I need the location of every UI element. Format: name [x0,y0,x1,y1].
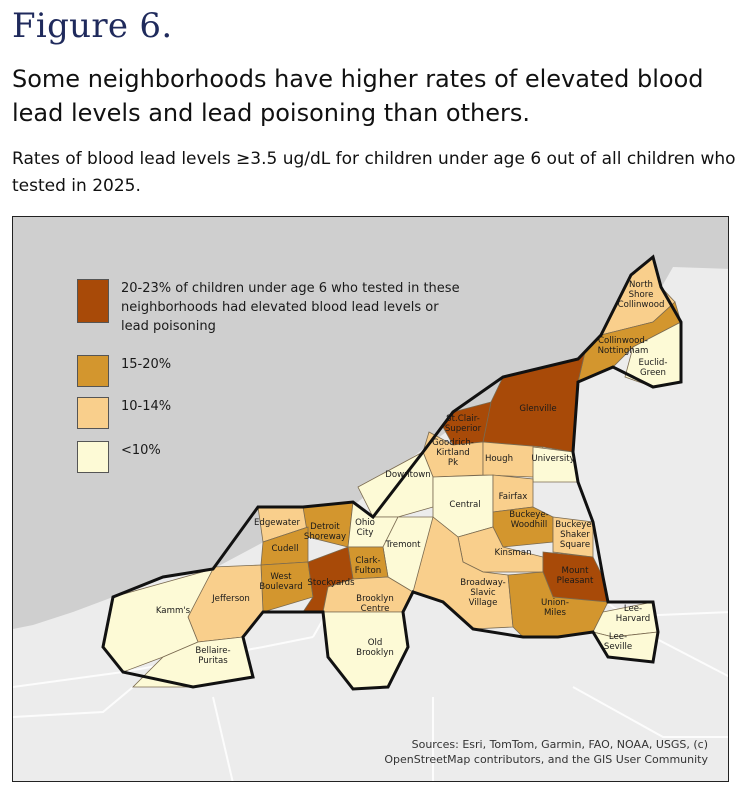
label-lee-harvard: Lee-Harvard [616,604,650,624]
label-buckeye-woodhill: Buckeye-Woodhill [509,510,549,530]
label-euclid-green: Euclid-Green [639,358,668,378]
label-downtown: Downtown [385,470,430,480]
label-brooklyn-centre: Brooklyn Centre [356,594,394,614]
legend-swatch-mid [77,397,109,429]
label-buckeye-shaker: Buckeye-Shaker Square [555,520,595,550]
legend-item-high: 20-23% of children under age 6 who teste… [77,279,461,336]
legend-swatch-high [77,279,109,323]
label-north-shore-collinwood: North Shore Collinwood [618,280,665,310]
label-cudell: Cudell [272,544,299,554]
legend-item-mid-high: 15-20% [77,355,171,387]
label-union-miles: Union-Miles [541,598,569,618]
label-lee-seville: Lee-Seville [604,632,632,652]
label-tremont: Tremont [384,540,421,550]
label-hough: Hough [485,454,513,464]
label-kinsman: Kinsman [494,548,531,558]
label-glenville: Glenville [519,404,556,414]
legend-swatch-mid-high [77,355,109,387]
legend-label-mid-high: 15-20% [121,357,172,372]
label-university: University [531,454,574,464]
label-stockyards: Stockyards [307,578,355,588]
label-ohio-city: Ohio City [355,518,375,538]
label-broadway-slavic: Broadway-Slavic Village [460,578,506,608]
legend-item-mid: 10-14% [77,397,171,429]
legend-item-low: <10% [77,441,161,473]
legend-label-high: 20-23% of children under age 6 who teste… [121,281,460,334]
map-frame: North Shore Collinwood Collinwood-Nottingh… [12,216,729,782]
sources-credit: Sources: Esri, TomTom, Garmin, FAO, NOAA… [384,738,708,766]
label-collinwood-nottingham: Collinwood-Nottingham [598,336,649,356]
university-area [532,446,579,483]
label-fairfax: Fairfax [499,492,528,502]
label-central: Central [449,500,480,510]
figure-label: Figure 6. [12,6,173,46]
label-old-brooklyn: Old Brooklyn [356,638,394,658]
label-west-boulevard: West Boulevard [259,572,302,592]
label-edgewater: Edgewater [254,518,301,528]
label-detroit-shoreway: Detroit Shoreway [304,522,346,542]
legend-label-low: <10% [121,443,161,458]
neighborhood-labels: North Shore Collinwood Collinwood-Nottingh… [156,280,668,666]
headline: Some neighborhoods have higher rates of … [12,65,704,127]
lake-erie [13,217,728,629]
subheadline: Rates of blood lead levels ≥3.5 ug/dL fo… [12,149,736,196]
label-clark-fulton: Clark-Fulton [355,556,381,576]
legend-swatch-low [77,441,109,473]
label-bellaire-puritas: Bellaire-Puritas [195,646,230,666]
city-boundary [101,254,683,691]
label-goodrich-kirtland: Goodrich-Kirtland Pk [432,438,474,468]
label-jefferson: Jefferson [211,594,250,604]
label-st-clair-superior: St.Clair-Superior [445,414,482,434]
neighborhood-map: North Shore Collinwood Collinwood-Nottingh… [13,217,728,781]
label-kamms: Kamm's [156,606,191,616]
legend-label-mid: 10-14% [121,399,172,414]
label-mount-pleasant: Mount Pleasant [557,566,594,586]
